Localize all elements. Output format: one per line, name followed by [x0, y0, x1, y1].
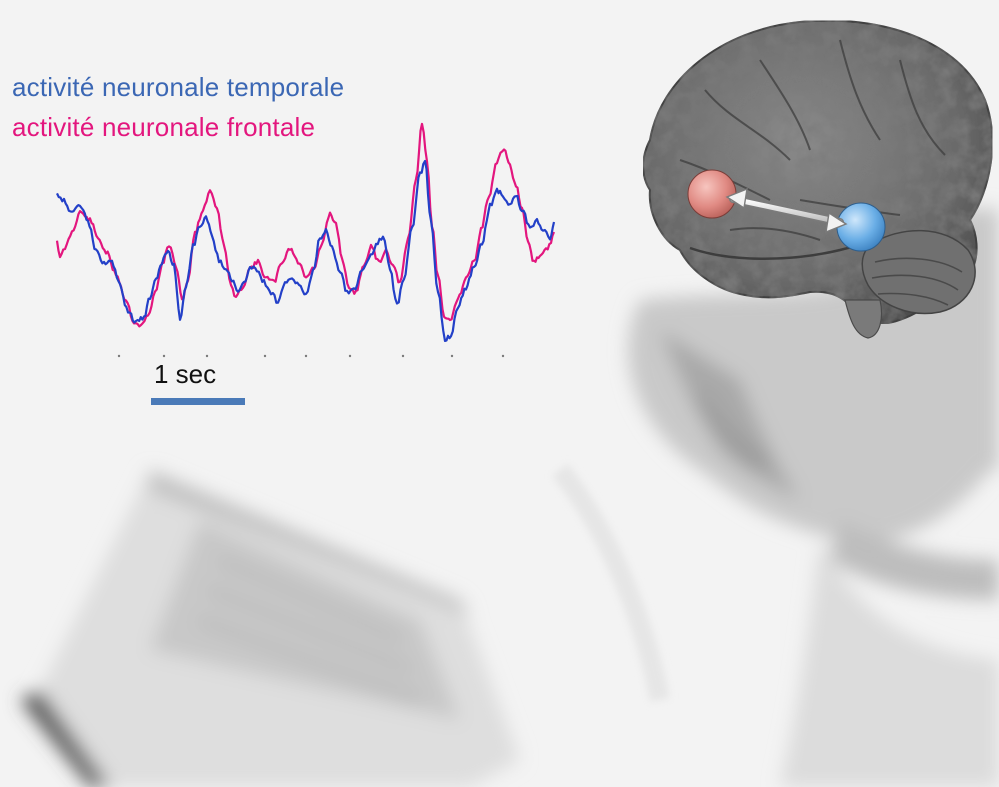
brain-connection	[687, 169, 886, 252]
double-arrow-icon	[725, 187, 848, 234]
temporal-activity-trace	[56, 159, 556, 342]
temporal-node	[836, 202, 886, 252]
brain-icon	[642, 19, 994, 339]
legend-frontal-label: activité neuronale frontale	[12, 112, 316, 142]
scale-bar-label: 1 sec	[154, 359, 217, 389]
legend-temporal-label: activité neuronale temporale	[12, 72, 345, 102]
frontal-activity-trace	[55, 122, 556, 328]
scale-bar	[151, 398, 245, 405]
time-axis-ticks	[117, 354, 505, 358]
background-photo	[20, 208, 999, 787]
frontal-node	[687, 169, 737, 219]
